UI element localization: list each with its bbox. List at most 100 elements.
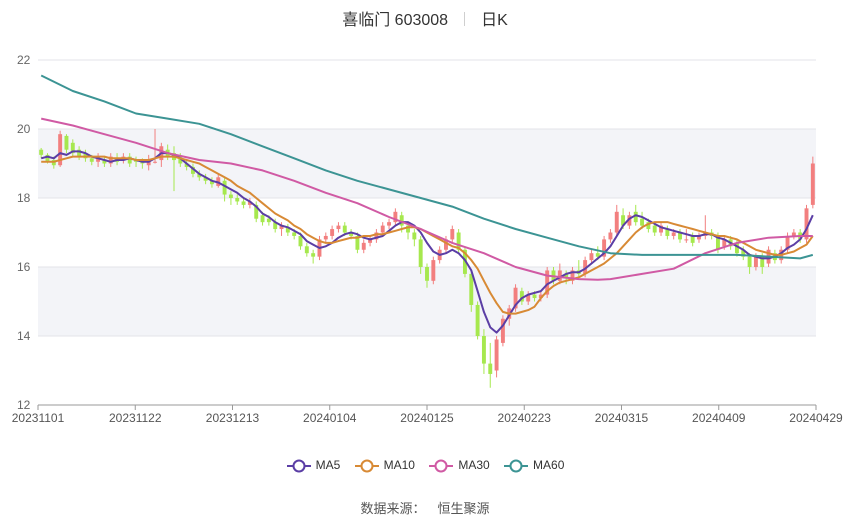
candle	[602, 235, 607, 261]
candle-body	[266, 218, 271, 223]
candle	[519, 287, 524, 305]
legend-item-ma60[interactable]: MA60	[503, 458, 564, 473]
candle-body	[203, 177, 208, 181]
legend-item-ma30[interactable]: MA30	[428, 458, 490, 473]
candle	[450, 225, 455, 243]
source-label: 数据来源：	[360, 501, 426, 516]
candle	[209, 177, 214, 188]
candle-body	[640, 218, 645, 226]
candle	[665, 225, 670, 240]
candle-body	[425, 267, 429, 281]
candle	[102, 156, 107, 167]
candle	[678, 229, 682, 243]
candle	[741, 246, 746, 261]
candle-body	[665, 229, 670, 236]
candle	[469, 270, 474, 312]
candle-body	[323, 235, 328, 240]
candle-body	[374, 232, 379, 240]
x-tick-label: 20240104	[303, 411, 357, 425]
candle	[108, 153, 113, 167]
candle-body	[488, 363, 493, 374]
candle-body	[45, 154, 50, 162]
candle	[228, 191, 233, 205]
candle	[690, 232, 695, 247]
candle	[500, 315, 505, 347]
legend-marker-ma10	[354, 459, 379, 473]
candle	[418, 235, 423, 274]
candle-body	[368, 239, 373, 243]
candle	[241, 198, 246, 209]
candle-body	[58, 134, 63, 166]
candle	[374, 229, 379, 243]
candle-body	[247, 201, 252, 205]
candle-body	[753, 256, 758, 267]
x-tick-label: 20231122	[109, 411, 162, 425]
y-tick-label: 20	[17, 122, 31, 136]
candle-body	[684, 239, 689, 241]
candle-body	[336, 225, 341, 230]
candle-body	[583, 260, 588, 274]
candle-body	[633, 211, 638, 223]
candle	[235, 194, 240, 205]
candle-body	[810, 163, 815, 205]
candle-body	[342, 225, 347, 233]
candle-body	[39, 149, 44, 155]
legend-marker-ma30	[429, 459, 454, 473]
candle-body	[494, 339, 499, 371]
legend-item-ma10[interactable]: MA10	[354, 458, 415, 473]
candle	[247, 198, 252, 209]
legend-marker-ma60	[504, 459, 529, 473]
candle	[191, 163, 195, 178]
candle-body	[184, 163, 189, 167]
candle	[444, 235, 448, 254]
candle	[494, 336, 499, 378]
candle	[285, 223, 290, 236]
ma-line-ma30	[40, 117, 813, 281]
candle	[659, 222, 663, 236]
candle	[311, 249, 316, 264]
candle-body	[380, 225, 385, 233]
candle	[481, 329, 486, 374]
candle-body	[260, 215, 265, 223]
candle	[614, 204, 619, 236]
candle-body	[108, 156, 113, 164]
candle-body	[209, 180, 214, 185]
candle-body	[279, 225, 284, 230]
candle-body	[311, 253, 316, 257]
candle	[184, 160, 189, 171]
candle	[361, 239, 366, 254]
candle-body	[469, 273, 474, 305]
title-separator	[464, 12, 466, 26]
candle-body	[222, 180, 227, 195]
candle	[323, 232, 328, 243]
candle	[640, 211, 645, 230]
candle-body	[393, 211, 398, 223]
candle	[810, 156, 815, 209]
candle	[355, 232, 360, 254]
candle-body	[570, 270, 575, 281]
candle	[330, 225, 335, 240]
candle	[513, 284, 518, 312]
x-tick-label: 20240429	[789, 411, 843, 425]
candle-body	[697, 235, 701, 240]
candle-body	[481, 336, 486, 364]
candle-body	[191, 166, 195, 174]
candle-body	[538, 294, 543, 299]
candle-body	[387, 222, 392, 226]
candle-body	[722, 239, 727, 247]
y-tick-label: 18	[17, 191, 31, 205]
candle	[39, 147, 44, 159]
candle-body	[64, 135, 69, 150]
candle-body	[70, 142, 75, 154]
candle-body	[178, 156, 183, 164]
candle	[254, 201, 259, 223]
legend-item-ma5[interactable]: MA5	[286, 458, 340, 473]
x-tick-label: 20240315	[595, 411, 649, 425]
candle-body	[526, 294, 531, 302]
candle-body	[292, 232, 297, 236]
candle-body	[444, 239, 448, 250]
candle-body	[678, 232, 682, 240]
legend-label-ma10: MA10	[383, 458, 415, 472]
source-value: 恒生聚源	[437, 501, 490, 516]
candle	[64, 134, 69, 154]
